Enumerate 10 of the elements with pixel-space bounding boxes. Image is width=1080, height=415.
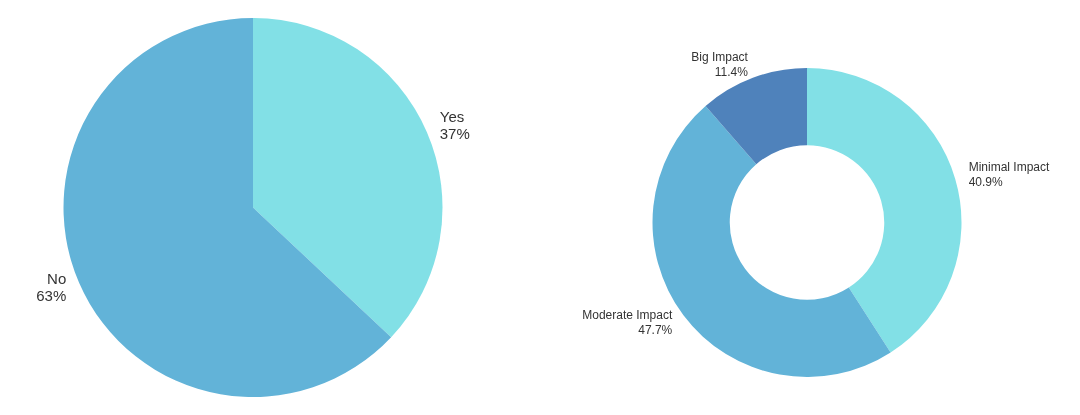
slice-label: Moderate Impact <box>582 308 673 323</box>
slice-label: No <box>47 269 67 287</box>
data-label: 63% <box>36 286 67 304</box>
slice-label: Big Impact <box>691 49 749 64</box>
data-label: 40.9% <box>968 174 1004 189</box>
data-label: 11.4% <box>714 64 749 79</box>
slice-label: Yes <box>439 108 465 126</box>
slice-label: Minimal Impact <box>968 159 1051 174</box>
data-label: 47.7% <box>638 323 673 338</box>
data-label: 37% <box>439 125 470 143</box>
